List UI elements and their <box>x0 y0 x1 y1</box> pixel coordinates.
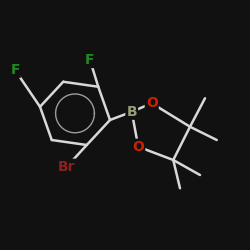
Text: O: O <box>146 96 158 110</box>
Text: F: F <box>85 53 95 67</box>
Text: B: B <box>126 105 137 119</box>
Text: O: O <box>132 140 144 154</box>
Text: F: F <box>10 63 20 77</box>
Text: Br: Br <box>58 160 76 174</box>
